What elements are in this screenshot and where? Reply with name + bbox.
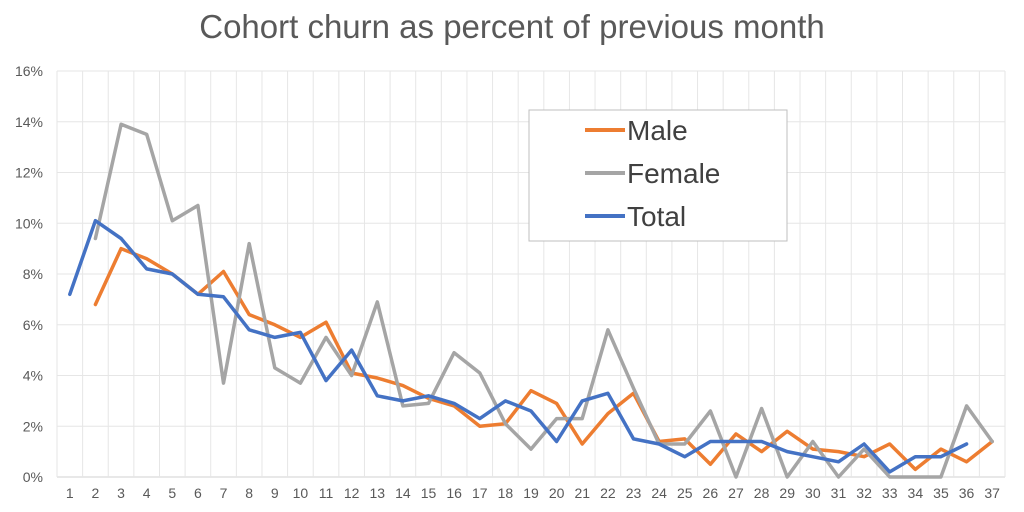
x-tick-label: 4 <box>143 485 151 501</box>
x-tick-label: 33 <box>882 485 898 501</box>
x-tick-label: 12 <box>344 485 360 501</box>
x-tick-label: 18 <box>498 485 514 501</box>
x-tick-label: 30 <box>805 485 821 501</box>
x-tick-label: 23 <box>626 485 642 501</box>
x-tick-label: 36 <box>959 485 975 501</box>
x-tick-label: 6 <box>194 485 202 501</box>
y-tick-label: 12% <box>15 165 43 181</box>
legend-label-male: Male <box>627 115 688 146</box>
x-tick-label: 28 <box>754 485 770 501</box>
x-tick-label: 20 <box>549 485 565 501</box>
x-tick-label: 29 <box>779 485 795 501</box>
x-tick-label: 2 <box>92 485 100 501</box>
y-tick-label: 6% <box>23 317 43 333</box>
x-tick-label: 1 <box>66 485 74 501</box>
x-tick-label: 34 <box>908 485 924 501</box>
chart-title: Cohort churn as percent of previous mont… <box>199 8 825 45</box>
x-tick-label: 5 <box>168 485 176 501</box>
x-tick-label: 19 <box>523 485 539 501</box>
x-tick-label: 17 <box>472 485 488 501</box>
x-tick-label: 25 <box>677 485 693 501</box>
x-tick-label: 16 <box>446 485 462 501</box>
legend-label-total: Total <box>627 201 686 232</box>
y-tick-label: 4% <box>23 368 43 384</box>
x-tick-label: 27 <box>728 485 744 501</box>
x-tick-label: 35 <box>933 485 949 501</box>
x-tick-label: 22 <box>600 485 616 501</box>
y-tick-label: 14% <box>15 114 43 130</box>
series-line-female <box>93 122 994 479</box>
x-tick-label: 7 <box>220 485 228 501</box>
series-line-male <box>93 246 994 472</box>
x-tick-label: 9 <box>271 485 279 501</box>
x-tick-label: 13 <box>369 485 385 501</box>
y-tick-label: 0% <box>23 469 43 485</box>
x-tick-label: 31 <box>831 485 847 501</box>
y-tick-label: 8% <box>23 266 43 282</box>
x-tick-label: 14 <box>395 485 411 501</box>
legend-label-female: Female <box>627 158 720 189</box>
x-tick-label: 3 <box>117 485 125 501</box>
y-tick-label: 2% <box>23 418 43 434</box>
x-tick-label: 26 <box>703 485 719 501</box>
x-tick-label: 32 <box>856 485 872 501</box>
legend <box>528 109 788 242</box>
x-tick-label: 21 <box>574 485 590 501</box>
series-line-total <box>68 218 969 474</box>
y-tick-label: 10% <box>15 215 43 231</box>
x-tick-label: 10 <box>293 485 309 501</box>
y-tick-label: 16% <box>15 63 43 79</box>
x-tick-label: 24 <box>651 485 667 501</box>
x-tick-label: 8 <box>245 485 253 501</box>
x-tick-label: 15 <box>421 485 437 501</box>
x-tick-label: 11 <box>319 485 334 501</box>
x-tick-label: 37 <box>984 485 1000 501</box>
